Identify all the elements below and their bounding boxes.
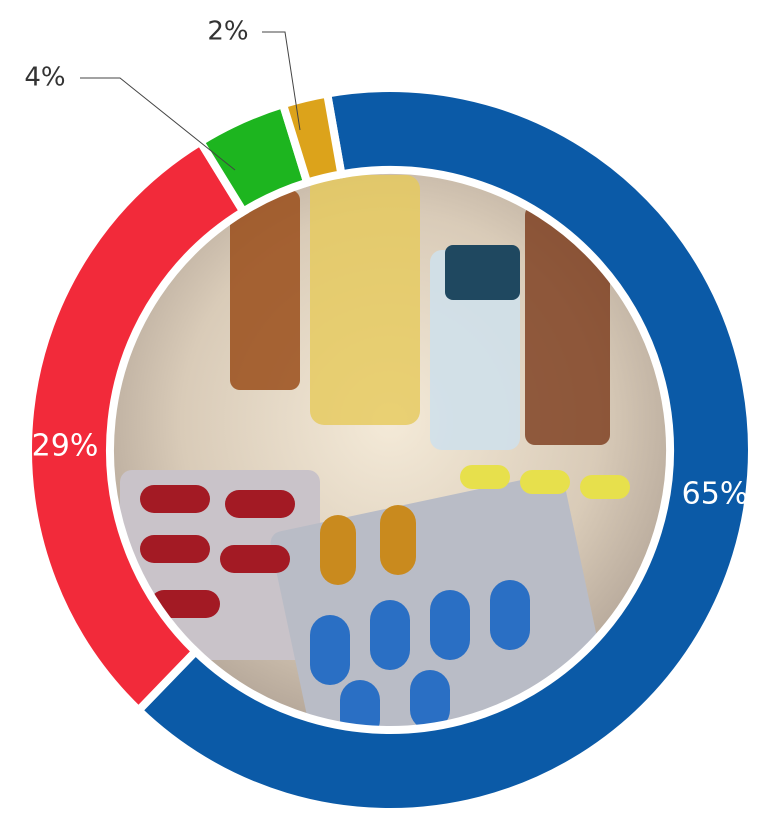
value-label: 4% — [24, 63, 65, 93]
slices — [24, 84, 756, 816]
leader-line — [80, 77, 236, 171]
slice — [132, 84, 756, 816]
value-label: 2% — [207, 17, 248, 47]
leader-line — [262, 31, 301, 131]
labels: 65% 29% 4% 2% — [24, 17, 748, 512]
center-photo — [108, 168, 672, 732]
value-label: 65% — [682, 477, 749, 512]
slice — [24, 136, 249, 717]
value-label: 29% — [32, 429, 99, 464]
